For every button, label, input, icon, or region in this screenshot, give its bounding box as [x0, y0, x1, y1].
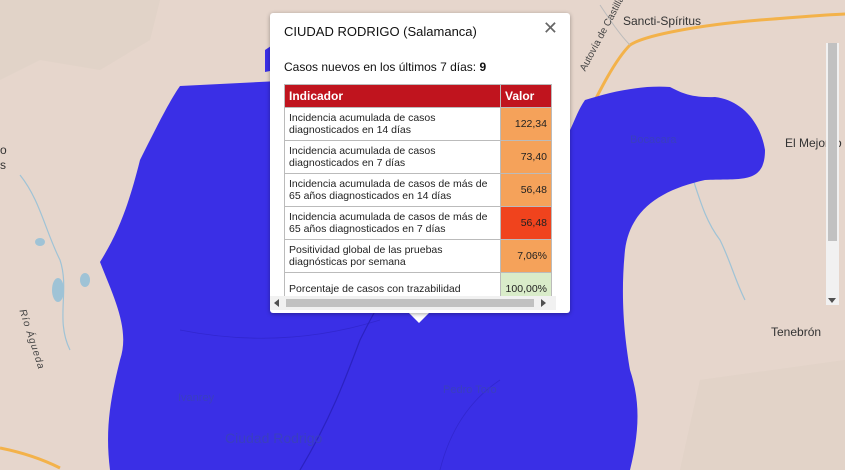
table-row: Incidencia acumulada de casos diagnostic… [284, 140, 552, 174]
popup-title: CIUDAD RODRIGO (Salamanca) [284, 24, 477, 39]
indicator-table-wrapper[interactable]: Indicador Valor Incidencia acumulada de … [284, 84, 552, 296]
new-cases-label: Casos nuevos en los últimos 7 días: [284, 60, 477, 74]
indicator-cell: Positividad global de las pruebas diagnó… [284, 239, 501, 273]
label-pedro-toro: Pedro Toro [443, 384, 497, 396]
close-icon[interactable]: ✕ [542, 18, 558, 38]
indicator-cell: Porcentaje de casos con trazabilidad [284, 272, 501, 296]
scroll-right-arrow-icon[interactable] [541, 299, 546, 307]
scroll-down-arrow-icon[interactable] [828, 298, 836, 303]
label-sancti-spiritus: Sancti-Spíritus [623, 14, 702, 28]
table-row: Incidencia acumulada de casos de más de … [284, 173, 552, 207]
header-value: Valor [500, 84, 552, 108]
table-header-row: Indicador Valor [284, 84, 552, 108]
horizontal-scrollbar[interactable] [270, 296, 556, 310]
indicator-cell: Incidencia acumulada de casos diagnostic… [284, 140, 501, 174]
indicator-cell: Incidencia acumulada de casos de más de … [284, 173, 501, 207]
value-cell: 73,40 [500, 140, 552, 174]
label-ciudad-rodrigo: Ciudad Rodrigo [225, 430, 323, 446]
label-left-edge-o: o [0, 143, 7, 157]
vertical-scroll-thumb[interactable] [828, 43, 837, 241]
label-ivanrey: Ivanrey [178, 392, 215, 404]
vertical-scrollbar[interactable] [826, 43, 839, 305]
scroll-left-arrow-icon[interactable] [274, 299, 279, 307]
table-row: Porcentaje de casos con trazabilidad 100,… [284, 272, 552, 296]
label-left-edge-s: s [0, 158, 6, 172]
table-row: Incidencia acumulada de casos de más de … [284, 206, 552, 240]
indicator-cell: Incidencia acumulada de casos de más de … [284, 206, 501, 240]
value-cell: 7,06% [500, 239, 552, 273]
value-cell: 56,48 [500, 173, 552, 207]
info-popup: ✕ CIUDAD RODRIGO (Salamanca) Casos nuevo… [270, 13, 839, 313]
label-tenebron: Tenebrón [771, 325, 822, 339]
horizontal-scroll-thumb[interactable] [286, 299, 534, 307]
label-bocacara: Bocacara [630, 134, 677, 146]
indicator-cell: Incidencia acumulada de casos diagnostic… [284, 107, 501, 141]
popup-tail [408, 312, 430, 323]
table-row: Positividad global de las pruebas diagnó… [284, 239, 552, 273]
table-row: Incidencia acumulada de casos diagnostic… [284, 107, 552, 141]
value-cell: 100,00% [500, 272, 552, 296]
value-cell: 56,48 [500, 206, 552, 240]
new-cases-line: Casos nuevos en los últimos 7 días: 9 [284, 60, 486, 74]
new-cases-value: 9 [479, 60, 487, 74]
value-cell: 122,34 [500, 107, 552, 141]
indicator-table: Indicador Valor Incidencia acumulada de … [284, 84, 552, 296]
header-indicator: Indicador [284, 84, 501, 108]
